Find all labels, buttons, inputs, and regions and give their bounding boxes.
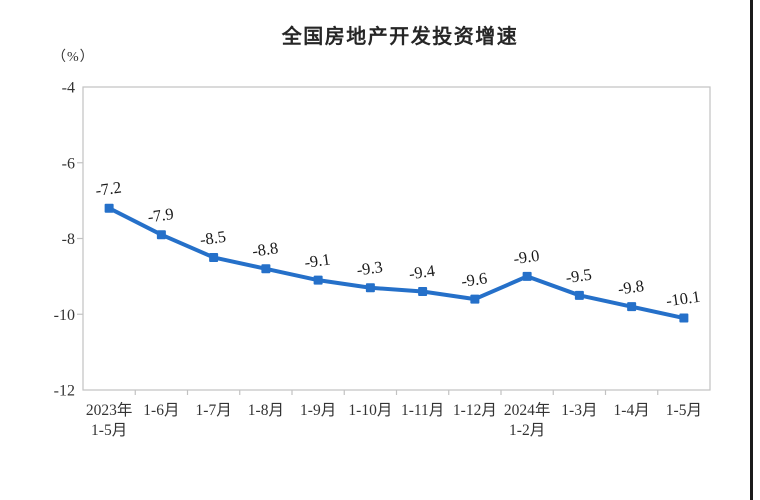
data-label: -9.3 <box>355 257 384 279</box>
data-labels: -7.2 -7.9 -8.5 -8.8 -9.1 -9.3 -9.4 -9.6 -9.0 -9.5… <box>94 178 701 311</box>
x-axis-label: 1-10月 <box>348 402 392 419</box>
x-axis-label-line: 1-5月 <box>91 422 127 439</box>
data-label: -9.6 <box>460 268 489 290</box>
y-axis-label: -12 <box>54 383 75 400</box>
data-label: -7.9 <box>146 204 175 226</box>
x-axis-label-line: 1-6月 <box>143 402 179 419</box>
plot-frame <box>82 86 711 391</box>
x-axis-label: 1-7月 <box>196 402 232 419</box>
x-axis-label-line: 1-8月 <box>248 402 284 419</box>
data-label: -8.8 <box>251 238 280 260</box>
data-label: -10.1 <box>665 287 702 311</box>
data-point <box>574 290 584 300</box>
data-point <box>365 283 375 293</box>
data-points <box>104 203 689 323</box>
data-point <box>522 271 532 281</box>
x-axis-label: 1-8月 <box>248 402 284 419</box>
data-point <box>156 230 166 240</box>
x-axis-label: 1-12月 <box>453 402 497 419</box>
x-axis-label-line: 1-3月 <box>561 402 597 419</box>
data-point <box>261 264 271 274</box>
data-point <box>418 287 428 297</box>
data-point <box>470 294 480 304</box>
y-axis-unit-label: （%） <box>52 50 95 65</box>
x-axis-label-line: 1-9月 <box>300 402 336 419</box>
data-label: -9.8 <box>617 276 646 298</box>
x-axis-label: 1-5月 <box>666 402 702 419</box>
x-axis-label-line: 1-4月 <box>614 402 650 419</box>
x-axis-label: 1-4月 <box>614 402 650 419</box>
x-axis-label-line: 1-11月 <box>401 402 444 419</box>
x-axis-label: 2024年 1-2月 <box>504 401 551 439</box>
data-point <box>627 302 637 312</box>
x-axis-label-line: 1-2月 <box>509 422 545 439</box>
x-axis-label-line: 2023年 <box>86 401 133 419</box>
x-axis-label: 1-11月 <box>401 402 444 419</box>
window-edge-bar <box>750 0 753 500</box>
y-axis-ticks <box>77 162 83 315</box>
x-axis-label-line: 1-10月 <box>348 402 392 419</box>
data-label: -8.5 <box>199 227 228 249</box>
x-axis-label-line: 1-5月 <box>666 402 702 419</box>
x-axis-labels: 2023年 1-5月 1-6月 1-7月 1-8月 1-9月 1-10月 1-11月 1-12月… <box>86 401 702 439</box>
y-axis-label: -6 <box>62 155 75 172</box>
y-axis-label: -4 <box>62 80 75 97</box>
x-axis-label-line: 1-7月 <box>196 402 232 419</box>
x-axis-ticks <box>134 390 659 395</box>
x-axis-label-line: 2024年 <box>504 401 551 419</box>
data-label: -7.2 <box>94 178 123 200</box>
data-label: -9.0 <box>512 246 541 268</box>
y-axis-labels: -4 -6 -8 -10 -12 <box>54 80 75 400</box>
data-label: -9.5 <box>564 265 593 287</box>
data-point <box>104 203 114 213</box>
data-point <box>209 252 219 262</box>
data-label: -9.4 <box>408 261 437 283</box>
trend-line <box>107 206 686 321</box>
chart-title: 全国房地产开发投资增速 <box>281 26 519 48</box>
data-point <box>313 275 323 285</box>
data-label: -9.1 <box>303 249 332 271</box>
data-point <box>679 313 689 323</box>
x-axis-label: 1-6月 <box>143 402 179 419</box>
y-axis-label: -8 <box>62 231 75 248</box>
x-axis-label: 1-9月 <box>300 402 336 419</box>
x-axis-label-line: 1-12月 <box>453 402 497 419</box>
y-axis-label: -10 <box>54 307 75 324</box>
x-axis-label: 1-3月 <box>561 402 597 419</box>
x-axis-label: 2023年 1-5月 <box>86 401 133 439</box>
